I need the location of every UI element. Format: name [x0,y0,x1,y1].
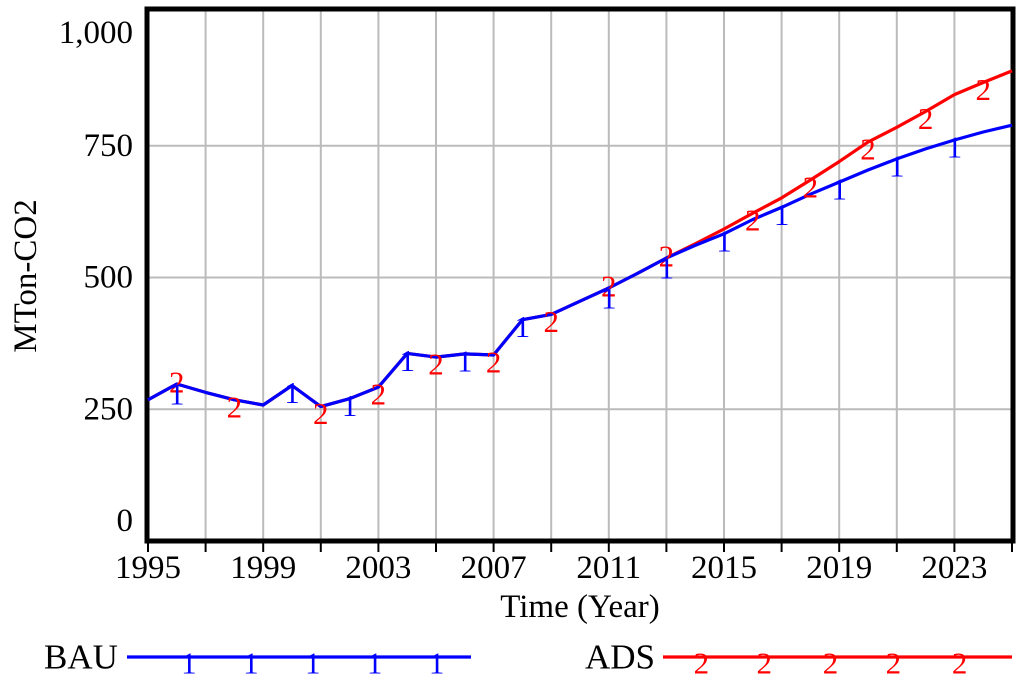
ads-line [147,69,1013,409]
y-tick-label-250: 250 [84,391,134,427]
legend-marker-bau-3: 1 [367,646,383,677]
bau-marker-2017: 1 [774,197,790,232]
ads-marker-2016: 2 [745,203,761,238]
legend-marker-bau-1: 1 [243,646,259,677]
ads-marker-2003: 2 [371,377,387,412]
ads-marker-2009: 2 [543,304,559,339]
legend-item-bau: BAU 1 1 1 1 1 [44,638,471,681]
y-tick-label-500: 500 [84,260,134,296]
ads-marker-2005: 2 [428,347,444,382]
bau-marker-2019: 1 [831,172,847,207]
ads-marker-1998: 2 [227,389,243,424]
legend-label-bau: BAU [44,638,118,677]
series-lines [147,69,1013,409]
legend-marker-bau-0: 1 [181,646,197,677]
y-tick-label-1000: 1,000 [59,15,133,51]
gridlines [148,10,1012,541]
x-tick-label-2019: 2019 [806,550,872,586]
ads-marker-2020: 2 [860,132,876,167]
bau-line [147,123,1013,409]
ads-marker-2001: 2 [313,396,329,431]
legend-marker-bau-4: 1 [429,646,445,677]
bau-marker-2015: 1 [716,223,732,258]
bau-marker-2000: 1 [284,375,300,410]
x-axis-ticks [147,543,1013,552]
bau-marker-2013: 1 [659,251,675,286]
legend-marker-ads-2: 2 [823,646,839,677]
x-tick-label-2003: 2003 [345,550,411,586]
x-tick-label-2015: 2015 [691,550,757,586]
legend-marker-bau-2: 1 [305,646,321,677]
ads-marker-2007: 2 [486,344,502,379]
legend-marker-ads-1: 2 [756,646,772,677]
legend-marker-ads-3: 2 [886,646,902,677]
bau-marker-2023: 1 [947,129,963,164]
y-axis-labels: 0 250 500 750 1,000 [59,15,133,539]
bau-marker-1996: 1 [169,376,185,411]
ads-marker-2011: 2 [601,269,617,304]
x-axis-title: Time (Year) [500,589,660,625]
x-tick-label-2023: 2023 [921,550,987,586]
y-tick-label-750: 750 [84,128,134,164]
y-axis-title: MTon-CO2 [8,199,44,353]
ads-marker-2018: 2 [803,170,819,205]
bau-marker-2002: 1 [342,388,358,423]
plot-frame [144,6,1016,544]
legend-marker-ads-4: 2 [952,646,968,677]
ads-marker-1996: 2 [169,364,185,399]
y-tick-label-0: 0 [117,503,134,539]
x-tick-label-2007: 2007 [461,550,527,586]
x-axis-labels: 1995 1999 2003 2007 2011 2015 2019 2023 [115,550,987,586]
x-tick-label-1999: 1999 [230,550,296,586]
legend-item-ads: ADS 2 2 2 2 2 [585,638,1012,681]
bau-marker-2004: 1 [399,343,415,378]
x-tick-label-2011: 2011 [576,550,641,586]
bau-marker-2011: 1 [601,281,617,316]
bau-marker-2006: 1 [457,343,473,378]
x-tick-label-1995: 1995 [115,550,181,586]
ads-marker-2024: 2 [975,72,991,107]
ads-marker-2022: 2 [918,101,934,136]
legend-label-ads: ADS [585,638,655,677]
bau-marker-2008: 1 [515,309,531,344]
legend: BAU 1 1 1 1 1 ADS 2 2 2 2 2 [44,638,1012,681]
ads-marker-2013: 2 [659,239,675,274]
legend-marker-ads-0: 2 [694,646,710,677]
bau-marker-2021: 1 [889,148,905,183]
